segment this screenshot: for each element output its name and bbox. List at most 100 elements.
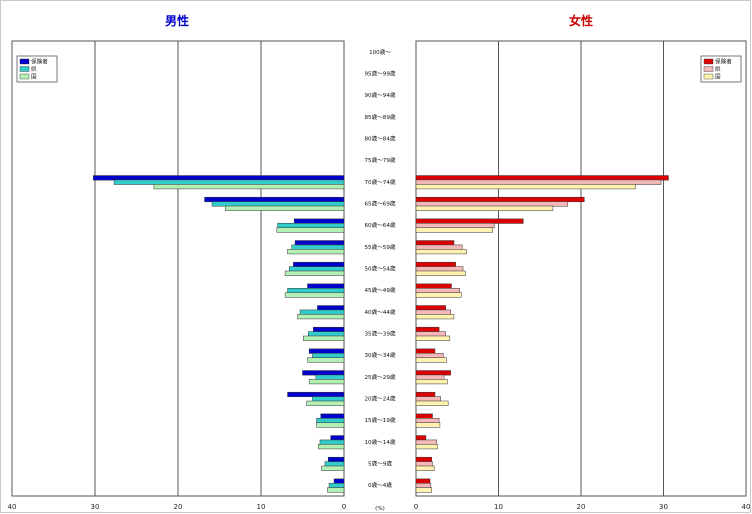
age-group-label-5: 25歳～29歳: [364, 373, 395, 381]
age-group-label-10: 50歳～54歳: [364, 265, 395, 273]
bar-right-series0-age14: [415, 175, 669, 181]
bar-right-series0-age8: [415, 305, 446, 311]
bar-right-series2-age4: [415, 400, 449, 406]
bar-right-series2-age3: [415, 422, 441, 428]
bar-left-series0-age9: [307, 283, 345, 289]
bar-right-series1-age9: [415, 288, 460, 294]
bar-left-series2-age12: [276, 227, 345, 233]
bar-right-series1-age7: [415, 331, 446, 337]
x-tick-label-right-40: 40: [742, 503, 751, 511]
bar-right-series0-age9: [415, 283, 452, 289]
x-tick-label-left-10: 10: [257, 503, 266, 511]
bar-right-series1-age11: [415, 244, 463, 250]
bar-left-series2-age7: [303, 335, 345, 341]
legend-label-left-2: 国: [31, 74, 37, 81]
bar-right-series0-age12: [415, 218, 524, 224]
x-tick-label-right-30: 30: [659, 503, 668, 511]
age-group-label-4: 20歳～24歳: [364, 395, 395, 403]
bar-left-series0-age8: [317, 305, 345, 311]
age-group-label-9: 45歳～49歳: [364, 286, 395, 294]
age-group-label-7: 35歳～39歳: [364, 330, 395, 338]
bar-left-series2-age5: [308, 379, 345, 385]
bar-left-series2-age8: [297, 314, 345, 320]
bar-left-series0-age12: [293, 218, 345, 224]
bar-left-series1-age12: [277, 223, 345, 229]
bar-right-series2-age12: [415, 227, 493, 233]
age-group-label-17: 85歳～89歳: [364, 113, 395, 121]
age-group-label-1: 5歳～9歳: [368, 460, 392, 468]
age-group-label-11: 55歳～59歳: [364, 243, 395, 251]
bar-left-series2-age11: [287, 249, 345, 255]
legend-swatch-right-0: [703, 58, 714, 65]
age-group-label-20: 100歳～: [369, 48, 391, 56]
bar-left-series0-age10: [293, 261, 345, 268]
bar-left-series2-age4: [306, 400, 345, 406]
bar-right-series2-age10: [415, 270, 466, 276]
x-tick-label-left-30: 30: [91, 503, 100, 511]
bar-left-series0-age2: [330, 435, 345, 441]
bar-right-series2-age2: [415, 444, 438, 450]
bar-right-series0-age4: [415, 391, 436, 398]
unit-label: (%): [375, 506, 385, 512]
bar-left-series2-age2: [318, 444, 345, 450]
bar-right-series0-age2: [415, 435, 427, 441]
x-tick-label-left-20: 20: [174, 503, 183, 511]
bar-right-series1-age10: [415, 266, 464, 272]
bar-right-series1-age14: [415, 179, 662, 185]
bar-left-series0-age5: [302, 370, 345, 376]
bar-left-series0-age4: [287, 391, 345, 398]
bar-left-series2-age10: [284, 270, 345, 276]
bar-right-series1-age1: [415, 461, 433, 467]
x-tick-label-right-10: 10: [494, 503, 503, 511]
bar-left-series2-age13: [225, 205, 345, 211]
bar-left-series0-age3: [320, 413, 345, 419]
bar-left-series2-age0: [327, 487, 345, 493]
bar-right-series1-age13: [415, 201, 569, 207]
legend-swatch-right-1: [703, 66, 714, 72]
bar-left-series1-age10: [288, 266, 345, 272]
bar-right-series2-age14: [415, 184, 636, 190]
bar-left-series1-age3: [316, 418, 345, 424]
legend-label-right-1: 県: [715, 66, 721, 73]
age-group-label-13: 65歳～69歳: [364, 200, 395, 208]
bar-left-series2-age9: [284, 292, 345, 298]
bar-right-series2-age11: [415, 249, 467, 255]
bar-right-series1-age8: [415, 309, 451, 315]
bar-left-series2-age1: [321, 465, 345, 471]
bar-right-series2-age8: [415, 314, 455, 320]
bar-right-series1-age2: [415, 439, 437, 445]
bar-right-series2-age13: [415, 205, 554, 211]
legend-label-left-1: 県: [31, 66, 37, 73]
bar-left-series1-age8: [299, 309, 345, 315]
bar-left-series1-age11: [291, 244, 345, 250]
bar-right-series2-age1: [415, 465, 435, 471]
bar-left-series0-age6: [308, 348, 345, 354]
bar-right-series1-age6: [415, 353, 444, 359]
bar-left-series1-age4: [312, 396, 345, 402]
age-group-label-19: 95歳～99歳: [364, 70, 395, 78]
bar-right-series0-age3: [415, 413, 433, 419]
bar-right-series0-age5: [415, 370, 451, 376]
legend-label-left-0: 保険者: [31, 58, 48, 66]
bar-left-series1-age0: [328, 483, 345, 489]
bar-right-series2-age6: [415, 357, 447, 363]
age-group-label-6: 30歳～34歳: [364, 351, 395, 359]
bar-left-series1-age6: [312, 353, 345, 359]
bar-left-series1-age13: [211, 201, 345, 207]
bar-left-series1-age2: [319, 439, 345, 445]
bar-right-series0-age1: [415, 456, 432, 463]
bar-right-series0-age7: [415, 326, 440, 333]
x-tick-label-right-20: 20: [577, 503, 586, 511]
bar-left-series1-age5: [315, 374, 345, 380]
bar-right-series1-age3: [415, 418, 440, 424]
legend-swatch-left-0: [19, 58, 30, 65]
bar-right-series2-age9: [415, 292, 462, 298]
bar-left-series0-age0: [333, 478, 345, 484]
age-group-label-0: 0歳～4歳: [368, 481, 392, 489]
bar-left-series0-age1: [327, 456, 345, 463]
bar-right-series0-age6: [415, 348, 436, 354]
bar-right-series1-age4: [415, 396, 441, 402]
bar-right-series0-age13: [415, 196, 585, 203]
legend-label-right-2: 国: [715, 74, 721, 81]
